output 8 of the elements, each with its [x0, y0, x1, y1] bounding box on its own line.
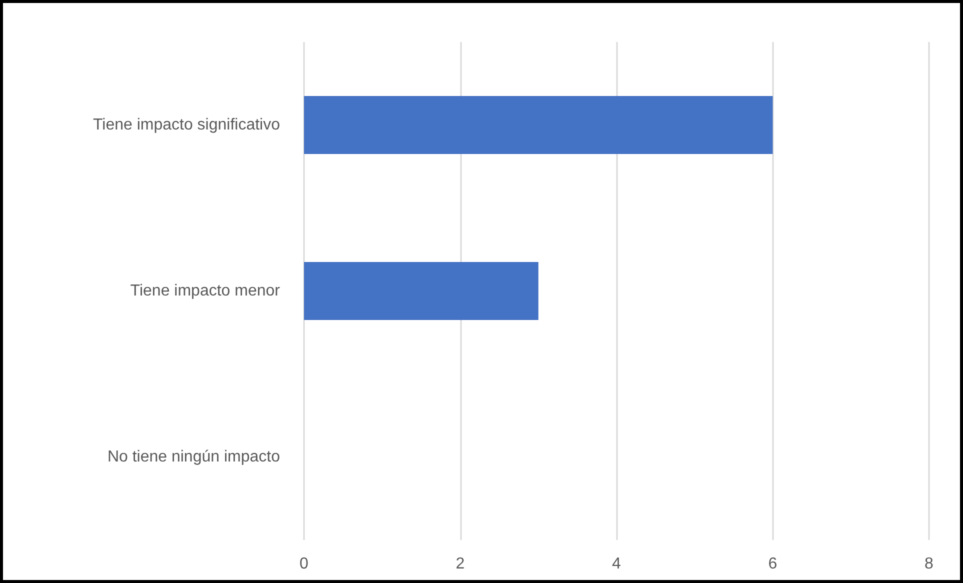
x-tick-label: 0 — [300, 556, 309, 572]
x-tick-label: 2 — [456, 556, 465, 572]
x-tick-label: 4 — [612, 556, 622, 572]
x-tick-label: 8 — [924, 556, 934, 572]
y-tick-label: Tiene impacto significativo — [92, 116, 280, 134]
x-tick-label: 6 — [768, 556, 778, 572]
y-tick-label: No tiene ningún impacto — [107, 448, 280, 466]
y-tick-label: Tiene impacto menor — [130, 282, 281, 300]
